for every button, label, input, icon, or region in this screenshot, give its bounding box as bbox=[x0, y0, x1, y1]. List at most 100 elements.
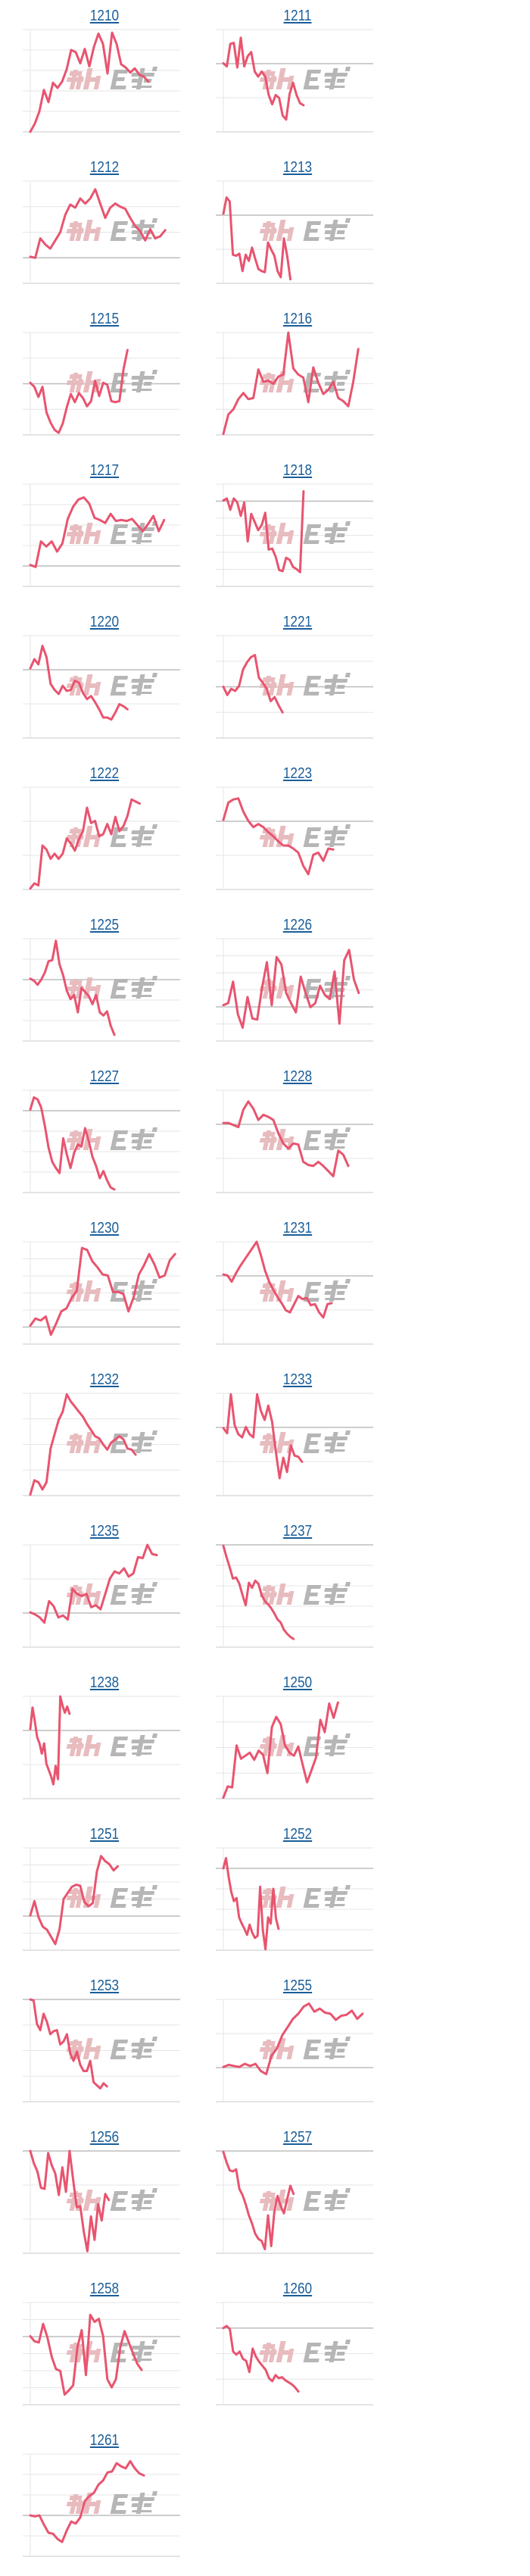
sparkline-chart bbox=[216, 635, 373, 739]
watermark-logo bbox=[66, 976, 157, 999]
stock-code-link[interactable]: 1217 bbox=[89, 462, 120, 479]
stock-code-link[interactable]: 1231 bbox=[282, 1220, 313, 1236]
stock-code-link[interactable]: 1235 bbox=[89, 1523, 120, 1540]
stock-code-link[interactable]: 1260 bbox=[282, 2281, 313, 2297]
price-line bbox=[222, 489, 305, 574]
stock-code-link[interactable]: 1261 bbox=[89, 2432, 120, 2449]
stock-code-link[interactable]: 1250 bbox=[282, 1674, 313, 1691]
sparkline-chart bbox=[216, 1544, 373, 1648]
stock-code-link[interactable]: 1225 bbox=[89, 917, 120, 933]
sparkline-chart bbox=[23, 180, 180, 284]
price-line bbox=[29, 1096, 116, 1191]
price-line bbox=[29, 496, 166, 568]
sparkline-chart bbox=[23, 2149, 180, 2254]
sparkline-chart bbox=[216, 1393, 373, 1496]
stock-code-link[interactable]: 1252 bbox=[282, 1826, 313, 1843]
stock-code-link[interactable]: 1228 bbox=[282, 1068, 313, 1085]
stock-code-link[interactable]: 1258 bbox=[89, 2281, 120, 2297]
chart-card: 1210 bbox=[0, 0, 197, 152]
price-line bbox=[29, 2459, 145, 2543]
watermark-logo bbox=[259, 1279, 351, 1302]
sparkline-chart bbox=[216, 180, 373, 284]
sparkline-chart bbox=[23, 1241, 180, 1345]
stock-code-link[interactable]: 1227 bbox=[89, 1068, 120, 1085]
stock-code-link[interactable]: 1253 bbox=[89, 1977, 120, 1994]
chart-card: 1228 bbox=[193, 1061, 390, 1212]
stock-code-link[interactable]: 1255 bbox=[282, 1977, 313, 1994]
stock-code-link[interactable]: 1218 bbox=[282, 462, 313, 479]
stock-code-link[interactable]: 1223 bbox=[282, 765, 313, 782]
price-line bbox=[29, 1695, 71, 1786]
sparkline-chart bbox=[23, 29, 180, 133]
stock-code-link[interactable]: 1238 bbox=[89, 1674, 120, 1691]
price-line bbox=[222, 797, 335, 876]
chart-card: 1222 bbox=[0, 758, 197, 909]
watermark-logo bbox=[66, 67, 157, 89]
chart-card: 1231 bbox=[193, 1212, 390, 1364]
stock-code-link[interactable]: 1212 bbox=[89, 159, 120, 176]
stock-code-link[interactable]: 1220 bbox=[89, 614, 120, 630]
stock-code-link[interactable]: 1226 bbox=[282, 917, 313, 933]
price-line bbox=[222, 2324, 300, 2393]
stock-code-link[interactable]: 1221 bbox=[282, 614, 313, 630]
sparkline-chart bbox=[23, 2453, 180, 2557]
price-line bbox=[222, 331, 360, 436]
watermark-logo bbox=[66, 1127, 157, 1150]
chart-card: 1227 bbox=[0, 1061, 197, 1212]
watermark-logo bbox=[66, 370, 157, 392]
stock-code-link[interactable]: 1216 bbox=[282, 311, 313, 327]
price-line bbox=[222, 36, 305, 121]
price-line bbox=[222, 1393, 304, 1480]
watermark-logo bbox=[259, 1885, 351, 1908]
sparkline-chart bbox=[216, 1999, 373, 2102]
watermark-logo bbox=[66, 1582, 157, 1605]
stock-code-link[interactable]: 1256 bbox=[89, 2129, 120, 2146]
stock-code-link[interactable]: 1230 bbox=[89, 1220, 120, 1236]
chart-card: 1253 bbox=[0, 1970, 197, 2121]
sparkline-chart bbox=[216, 2302, 373, 2406]
watermark-logo bbox=[66, 824, 157, 847]
chart-card: 1223 bbox=[193, 758, 390, 909]
stock-code-link[interactable]: 1233 bbox=[282, 1371, 313, 1388]
chart-card: 1235 bbox=[0, 1515, 197, 1667]
watermark-logo bbox=[259, 2340, 351, 2362]
chart-card: 1261 bbox=[0, 2424, 197, 2576]
sparkline-chart bbox=[23, 1998, 180, 2102]
stock-code-link[interactable]: 1237 bbox=[282, 1523, 313, 1540]
sparkline-chart bbox=[216, 1089, 373, 1193]
watermark-logo bbox=[259, 2037, 351, 2059]
price-line bbox=[29, 1246, 176, 1336]
stock-code-link[interactable]: 1210 bbox=[89, 8, 120, 24]
price-line bbox=[29, 1855, 119, 1946]
sparkline-chart bbox=[216, 786, 373, 890]
price-line bbox=[29, 2149, 111, 2252]
price-line bbox=[222, 1240, 333, 1319]
chart-card: 1258 bbox=[0, 2273, 197, 2424]
watermark-logo bbox=[66, 218, 157, 241]
stock-code-link[interactable]: 1213 bbox=[282, 159, 313, 176]
stock-code-link[interactable]: 1251 bbox=[89, 1826, 120, 1843]
price-line bbox=[29, 1543, 158, 1624]
watermark-logo bbox=[259, 218, 351, 241]
chart-card: 1260 bbox=[193, 2273, 390, 2424]
watermark-logo bbox=[259, 1127, 351, 1150]
watermark-logo bbox=[66, 1885, 157, 1908]
sparkline-chart bbox=[216, 29, 373, 133]
stock-code-link[interactable]: 1232 bbox=[89, 1371, 120, 1388]
sparkline-chart bbox=[23, 1393, 180, 1496]
stock-code-link[interactable]: 1211 bbox=[283, 8, 312, 24]
sparkline-chart bbox=[216, 483, 373, 587]
stock-code-link[interactable]: 1257 bbox=[282, 2129, 313, 2146]
stock-code-link[interactable]: 1215 bbox=[89, 311, 120, 327]
chart-card: 1213 bbox=[193, 152, 390, 303]
price-line bbox=[222, 1544, 295, 1640]
chart-card: 1217 bbox=[0, 455, 197, 606]
watermark-logo bbox=[259, 1430, 351, 1453]
watermark-logo bbox=[66, 2491, 157, 2514]
stock-code-link[interactable]: 1222 bbox=[89, 765, 120, 782]
chart-card: 1212 bbox=[0, 152, 197, 303]
sparkline-chart bbox=[23, 332, 180, 436]
price-line bbox=[222, 196, 292, 281]
price-line bbox=[222, 949, 360, 1029]
watermark-logo bbox=[259, 67, 351, 89]
